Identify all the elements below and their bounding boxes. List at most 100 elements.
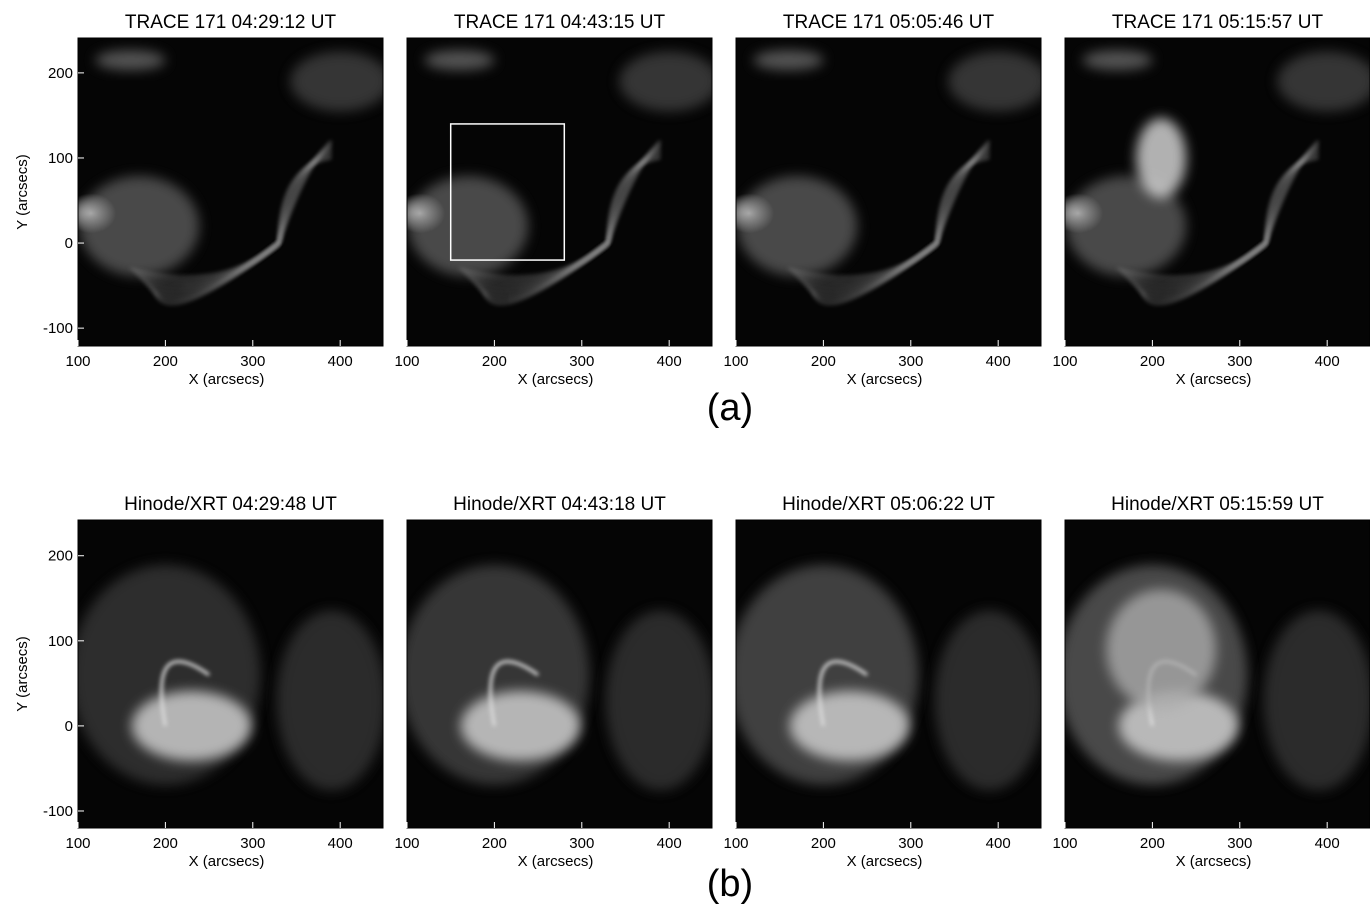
- emission: [424, 50, 495, 71]
- emission: [1136, 117, 1187, 198]
- emission: [290, 51, 383, 112]
- emission: [1082, 50, 1153, 71]
- x-tick-label: 400: [1315, 353, 1340, 370]
- loop: [160, 660, 210, 727]
- emission: [1277, 51, 1370, 112]
- x-tick-label: 300: [1227, 835, 1252, 852]
- x-tick-label: 100: [65, 353, 90, 370]
- panel-title: Hinode/XRT 04:29:48 UT: [124, 494, 337, 515]
- y-tick-label: 200: [48, 65, 73, 82]
- x-tick-label: 200: [1140, 835, 1165, 852]
- y-axis-label: Y (arcsecs): [14, 154, 31, 230]
- x-tick-label: 300: [898, 353, 923, 370]
- x-axis-label: X (arcsecs): [1176, 371, 1252, 388]
- emission: [408, 176, 529, 277]
- emission: [934, 610, 1041, 791]
- x-tick-label: 200: [153, 353, 178, 370]
- y-tick-label: 100: [48, 633, 73, 650]
- x-tick-label: 200: [811, 835, 836, 852]
- frame: [77, 37, 384, 347]
- x-tick-label: 400: [986, 835, 1011, 852]
- x-tick-label: 100: [723, 353, 748, 370]
- x-tick-label: 300: [240, 353, 265, 370]
- loop: [278, 140, 333, 244]
- x-axis-label: X (arcsecs): [189, 853, 265, 870]
- y-tick-label: -100: [43, 803, 73, 820]
- solar-image: [736, 564, 1041, 791]
- x-tick-label: 200: [811, 353, 836, 370]
- x-tick-label: 400: [1315, 835, 1340, 852]
- frame: [1064, 37, 1370, 347]
- x-tick-label: 100: [65, 835, 90, 852]
- loop: [1140, 242, 1267, 305]
- emission: [948, 51, 1041, 112]
- y-axis-label: Y (arcsecs): [14, 636, 31, 712]
- x-tick-label: 300: [898, 835, 923, 852]
- emission: [95, 50, 166, 71]
- loop: [1265, 140, 1320, 244]
- x-tick-label: 200: [482, 835, 507, 852]
- x-tick-label: 300: [1227, 353, 1252, 370]
- loop: [811, 242, 938, 305]
- solar-image: [1065, 50, 1370, 305]
- emission: [79, 176, 200, 277]
- x-axis-label: X (arcsecs): [1176, 853, 1252, 870]
- x-axis-label: X (arcsecs): [189, 371, 265, 388]
- solar-image: [736, 50, 1041, 305]
- loop: [153, 242, 280, 305]
- panel-title: Hinode/XRT 05:15:59 UT: [1111, 494, 1324, 515]
- frame: [1064, 519, 1370, 829]
- emission: [789, 690, 910, 761]
- panel-title: TRACE 171 05:15:57 UT: [1112, 12, 1324, 33]
- emission: [1106, 589, 1217, 710]
- x-tick-label: 300: [569, 353, 594, 370]
- x-tick-label: 100: [1052, 835, 1077, 852]
- solar-image: [407, 50, 712, 305]
- y-tick-label: -100: [43, 320, 73, 337]
- x-tick-label: 400: [657, 353, 682, 370]
- panel-title: TRACE 171 04:29:12 UT: [125, 12, 337, 33]
- frame: [77, 519, 384, 829]
- solar-image: [78, 564, 383, 791]
- frame: [735, 519, 1042, 829]
- panel-label: (a): [707, 387, 753, 429]
- solar-image: [407, 564, 712, 791]
- emission: [619, 51, 712, 112]
- y-tick-label: 0: [65, 718, 73, 735]
- x-tick-label: 400: [328, 835, 353, 852]
- emission: [460, 690, 581, 761]
- loop: [489, 660, 539, 727]
- frame: [735, 37, 1042, 347]
- emission: [276, 610, 383, 791]
- x-axis-label: X (arcsecs): [847, 371, 923, 388]
- emission: [1066, 176, 1187, 277]
- x-axis-label: X (arcsecs): [518, 853, 594, 870]
- x-axis-label: X (arcsecs): [518, 371, 594, 388]
- solar-image: [1065, 564, 1370, 791]
- loop: [482, 242, 609, 305]
- panel-title: TRACE 171 05:05:46 UT: [783, 12, 995, 33]
- x-tick-label: 100: [723, 835, 748, 852]
- loop: [936, 140, 991, 244]
- panel-title: TRACE 171 04:43:15 UT: [454, 12, 666, 33]
- loop: [818, 660, 868, 727]
- x-tick-label: 200: [153, 835, 178, 852]
- x-tick-label: 100: [394, 835, 419, 852]
- y-tick-label: 0: [65, 235, 73, 252]
- x-tick-label: 100: [394, 353, 419, 370]
- region-box: [449, 123, 566, 261]
- solar-image: [78, 50, 383, 305]
- x-tick-label: 400: [986, 353, 1011, 370]
- y-tick-label: 200: [48, 548, 73, 565]
- x-tick-label: 400: [328, 353, 353, 370]
- x-tick-label: 100: [1052, 353, 1077, 370]
- x-tick-label: 200: [1140, 353, 1165, 370]
- panel-label: (b): [707, 863, 753, 904]
- frame: [406, 37, 713, 347]
- emission: [131, 690, 252, 761]
- panel-title: Hinode/XRT 05:06:22 UT: [782, 494, 995, 515]
- x-axis-label: X (arcsecs): [847, 853, 923, 870]
- x-tick-label: 300: [240, 835, 265, 852]
- y-tick-label: 100: [48, 150, 73, 167]
